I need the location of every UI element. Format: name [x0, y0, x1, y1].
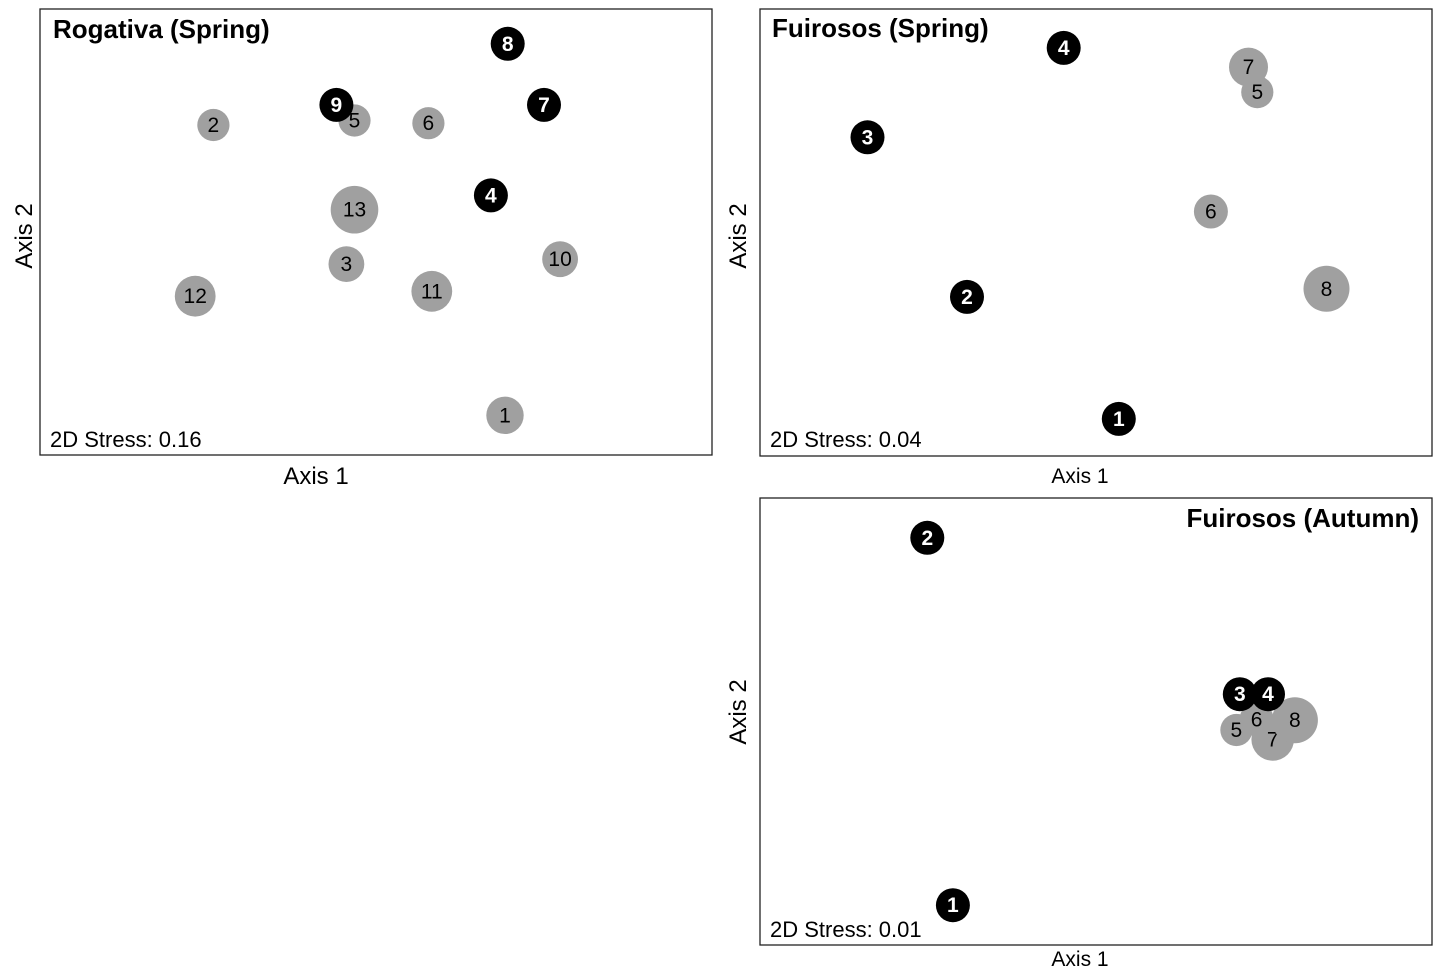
- point-black-4: 4: [474, 178, 508, 212]
- point-label: 6: [423, 112, 435, 135]
- point-black-7: 7: [527, 88, 561, 122]
- point-label: 2: [921, 527, 933, 550]
- point-label: 4: [485, 184, 497, 207]
- point-label: 2: [961, 286, 973, 309]
- point-label: 1: [499, 404, 511, 427]
- point-label: 7: [1243, 56, 1255, 79]
- point-black-1: 1: [1102, 402, 1136, 436]
- point-label: 3: [341, 253, 353, 276]
- point-label: 3: [862, 126, 874, 149]
- point-black-8: 8: [491, 27, 525, 61]
- point-grey-13: 13: [331, 186, 379, 234]
- point-grey-8: 8: [1304, 266, 1350, 312]
- stress-annotation: 2D Stress: 0.16: [50, 427, 202, 452]
- point-label: 2: [208, 114, 220, 137]
- point-grey-5: 5: [1241, 76, 1273, 108]
- point-grey-3: 3: [329, 246, 365, 282]
- point-grey-11: 11: [411, 271, 452, 312]
- x-axis-label: Axis 1: [1051, 465, 1108, 488]
- point-grey-1: 1: [486, 397, 523, 434]
- point-black-9: 9: [319, 88, 353, 122]
- point-label: 10: [548, 248, 571, 271]
- panel-title: Fuirosos (Spring): [772, 13, 989, 43]
- panel-fuirosos-spring: 75 6 8 4 3 2 1 Fuirosos (Spring) 2D Stress: 0.…: [725, 9, 1432, 488]
- point-grey-2: 2: [197, 109, 229, 141]
- point-black-2: 2: [910, 521, 944, 555]
- point-black-4: 4: [1251, 677, 1285, 711]
- x-axis-label: Axis 1: [1051, 948, 1108, 970]
- point-label: 12: [184, 285, 207, 308]
- point-label: 7: [538, 94, 550, 117]
- point-black-4: 4: [1047, 31, 1081, 65]
- plot-frame: [760, 9, 1432, 456]
- point-grey-10: 10: [542, 241, 578, 277]
- point-label: 6: [1205, 201, 1217, 224]
- point-label: 13: [343, 199, 366, 222]
- panel-title: Rogativa (Spring): [53, 14, 270, 44]
- stress-annotation: 2D Stress: 0.01: [770, 917, 922, 942]
- point-grey-6: 6: [412, 107, 444, 139]
- point-black-1: 1: [936, 888, 970, 922]
- y-axis-label: Axis 2: [11, 203, 38, 268]
- point-label: 8: [1321, 278, 1333, 301]
- stress-annotation: 2D Stress: 0.04: [770, 427, 922, 452]
- point-label: 4: [1262, 683, 1274, 706]
- point-grey-6: 6: [1194, 195, 1228, 229]
- point-label: 1: [1113, 408, 1125, 431]
- point-grey-12: 12: [175, 276, 216, 317]
- point-black-3: 3: [851, 120, 885, 154]
- point-label: 9: [331, 94, 343, 117]
- point-label: 5: [1251, 81, 1263, 104]
- plot-frame: [40, 9, 712, 455]
- point-label: 8: [502, 33, 514, 56]
- panel-title: Fuirosos (Autumn): [1186, 503, 1419, 533]
- point-label: 3: [1234, 683, 1246, 706]
- y-axis-label: Axis 2: [725, 679, 752, 744]
- point-label: 8: [1289, 709, 1301, 732]
- point-label: 4: [1058, 37, 1070, 60]
- point-label: 11: [421, 280, 443, 303]
- plot-frame: [760, 498, 1432, 945]
- point-black-2: 2: [950, 280, 984, 314]
- point-label: 6: [1251, 708, 1263, 731]
- point-label: 1: [947, 894, 959, 917]
- x-axis-label: Axis 1: [283, 463, 348, 490]
- y-axis-label: Axis 2: [725, 203, 752, 268]
